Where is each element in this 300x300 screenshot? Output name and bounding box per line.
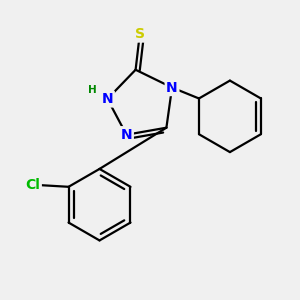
Text: S: S	[135, 27, 145, 41]
Text: N: N	[102, 92, 113, 106]
Text: N: N	[166, 80, 178, 94]
Text: Cl: Cl	[26, 178, 40, 192]
Text: H: H	[88, 85, 97, 95]
Text: N: N	[121, 128, 132, 142]
